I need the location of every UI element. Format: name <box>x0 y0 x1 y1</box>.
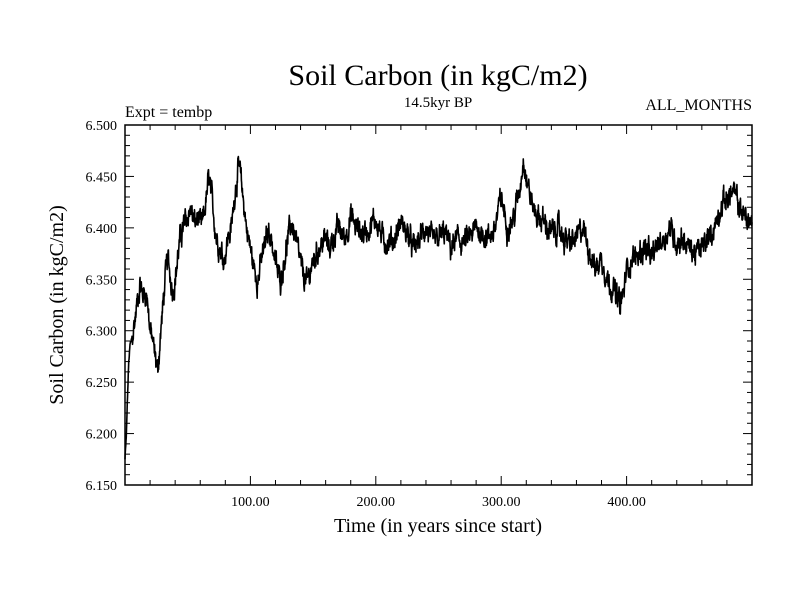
series-layer <box>124 155 753 460</box>
x-tick-label: 400.00 <box>607 495 646 510</box>
y-tick-label: 6.350 <box>86 273 118 288</box>
x-axis-label: Time (in years since start) <box>334 515 542 537</box>
months-label: ALL_MONTHS <box>645 97 752 114</box>
y-tick-label: 6.400 <box>86 222 118 237</box>
series-line-soil-carbon <box>124 155 753 460</box>
x-tick-label: 100.00 <box>231 495 270 510</box>
chart-subtitle: 14.5kyr BP <box>404 95 472 111</box>
y-tick-label: 6.450 <box>86 170 118 185</box>
y-tick-label: 6.150 <box>86 479 118 494</box>
chart-title: Soil Carbon (in kgC/m2) <box>288 59 587 92</box>
y-tick-label: 6.300 <box>86 325 118 340</box>
experiment-label: Expt = tembp <box>125 104 212 121</box>
y-axis-ticks: 6.150 6.200 6.250 6.300 6.350 6.400 6.450 6.500 <box>86 119 752 494</box>
y-tick-label: 6.500 <box>86 119 118 134</box>
x-axis-ticks: 100.00 200.00 300.00 400.00 <box>149 125 728 510</box>
y-axis-label: Soil Carbon (in kgC/m2) <box>46 205 68 404</box>
y-tick-label: 6.250 <box>86 376 118 391</box>
y-tick-label: 6.200 <box>86 428 118 443</box>
x-tick-label: 300.00 <box>482 495 521 510</box>
plot-frame <box>124 124 753 486</box>
x-tick-label: 200.00 <box>357 495 396 510</box>
